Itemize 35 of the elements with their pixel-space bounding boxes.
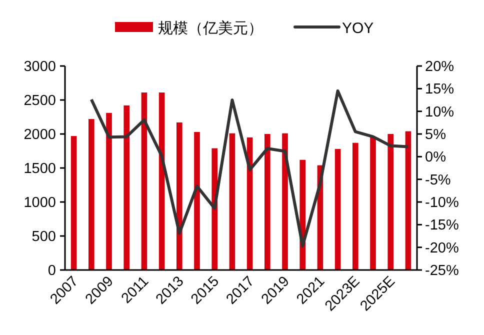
bar — [176, 122, 182, 270]
bar — [229, 133, 236, 270]
y-tick-label: 2500 — [24, 93, 56, 109]
y2-tick-label: 0% — [425, 150, 446, 166]
bar — [88, 119, 94, 270]
y-tick-label: 3000 — [24, 59, 56, 75]
y2-tick-label: 20% — [425, 59, 454, 75]
y2-tick-label: -15% — [425, 218, 459, 234]
bar — [106, 112, 112, 270]
y2-tick-label: 5% — [425, 127, 446, 143]
y2-tick-label: -25% — [425, 263, 459, 279]
bar — [264, 134, 270, 270]
bar — [352, 142, 358, 270]
y2-tick-label: -20% — [425, 240, 459, 256]
bar — [370, 137, 376, 270]
legend-label: YOY — [342, 20, 374, 37]
y-tick-label: 2000 — [24, 127, 56, 143]
y2-tick-label: 10% — [425, 104, 454, 120]
y-tick-label: 1500 — [24, 161, 56, 177]
y-tick-label: 1000 — [24, 195, 56, 211]
y-tick-label: 0 — [48, 263, 56, 279]
bar — [405, 131, 412, 270]
bar — [334, 148, 341, 270]
legend-label: 规模（亿美元） — [158, 20, 263, 37]
y-tick-label: 500 — [32, 229, 56, 245]
bar — [388, 134, 394, 270]
bar — [282, 133, 288, 270]
bar — [141, 92, 148, 270]
bar — [194, 132, 200, 270]
bar — [70, 136, 77, 270]
y2-tick-label: 15% — [425, 82, 454, 98]
y2-tick-label: -10% — [425, 195, 459, 211]
bar — [212, 148, 218, 270]
y2-tick-label: -5% — [425, 172, 451, 188]
bar — [124, 105, 130, 270]
